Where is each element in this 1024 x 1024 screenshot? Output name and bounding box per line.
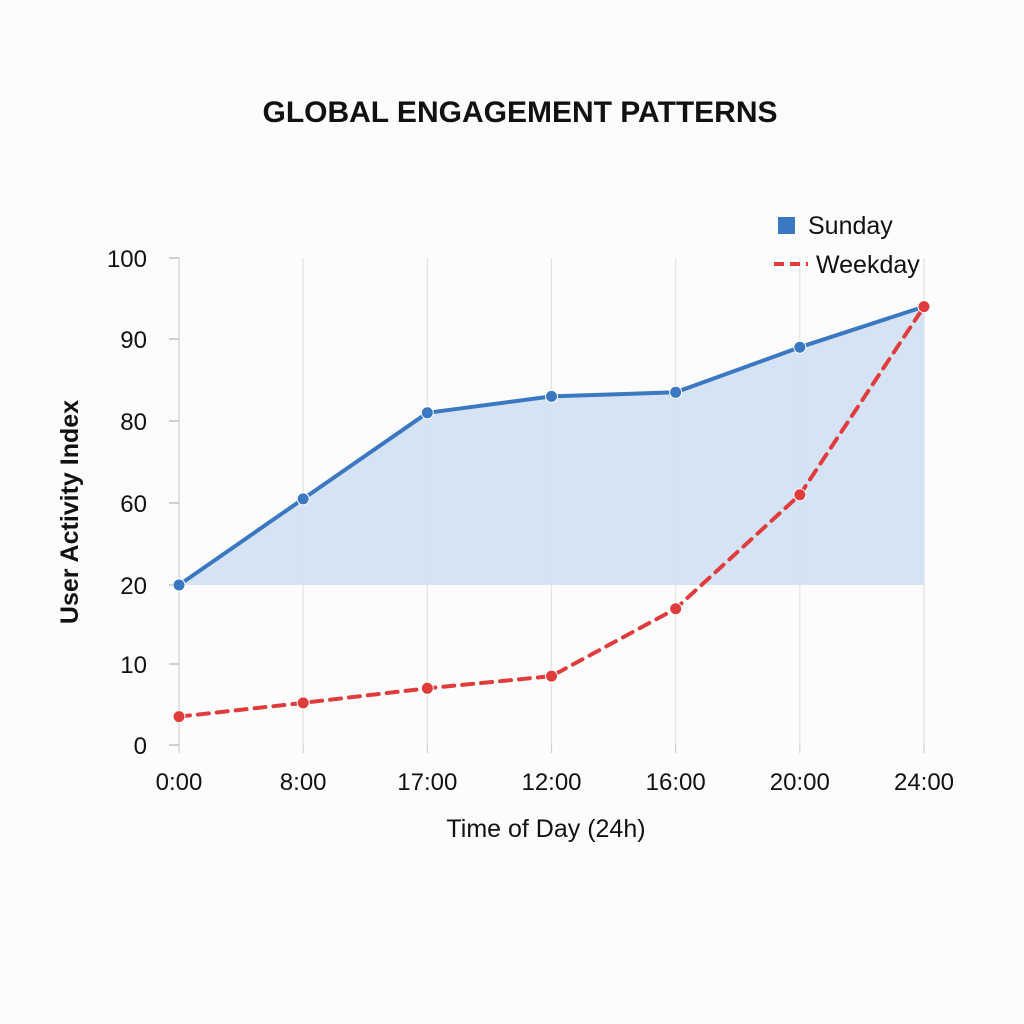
y-tick-label: 60 — [120, 491, 147, 518]
x-tick-label: 12:00 — [521, 769, 581, 796]
y-tick-label: 20 — [120, 573, 147, 600]
axes: 0:00 8:00 17:00 12:00 16:00 20:00 24:001009080… — [107, 246, 954, 796]
x-tick-label: 20:00 — [770, 769, 830, 796]
weekday-point — [669, 602, 683, 616]
weekday-point — [172, 710, 186, 724]
legend: Sunday Weekday — [774, 212, 920, 279]
labels: GLOBAL ENGAGEMENT PATTERNS Time of Day (… — [56, 96, 778, 843]
chart-title: GLOBAL ENGAGEMENT PATTERNS — [262, 96, 777, 129]
x-tick-label: 24:00 — [894, 769, 954, 796]
sunday-point — [296, 492, 310, 506]
weekday-point — [296, 696, 310, 710]
sunday-point — [793, 340, 807, 354]
y-tick-label: 90 — [120, 327, 147, 354]
sunday-point — [172, 578, 186, 592]
y-axis-label: User Activity Index — [56, 400, 84, 624]
series-layer — [172, 300, 931, 724]
sunday-point — [420, 406, 434, 420]
area-layer — [179, 306, 924, 585]
y-tick-label: 10 — [120, 652, 147, 679]
legend-label-weekday: Weekday — [816, 251, 920, 279]
y-tick-label: 100 — [107, 246, 147, 273]
x-axis-label: Time of Day (24h) — [446, 815, 645, 843]
sunday-point — [545, 389, 558, 403]
weekday-point — [793, 488, 807, 502]
x-tick-label: 16:00 — [646, 769, 706, 796]
y-tick-label: 0 — [134, 733, 147, 760]
sunday-area — [179, 306, 924, 585]
weekday-point — [917, 300, 931, 314]
legend-label-sunday: Sunday — [808, 212, 893, 240]
x-tick-label: 17:00 — [397, 769, 457, 796]
x-tick-label: 8:00 — [280, 769, 327, 796]
legend-swatch-sunday — [778, 217, 795, 234]
y-tick-label: 80 — [120, 409, 147, 436]
weekday-point — [420, 681, 434, 695]
x-tick-label: 0:00 — [156, 769, 203, 796]
weekday-point — [545, 669, 558, 683]
sunday-point — [669, 385, 683, 399]
